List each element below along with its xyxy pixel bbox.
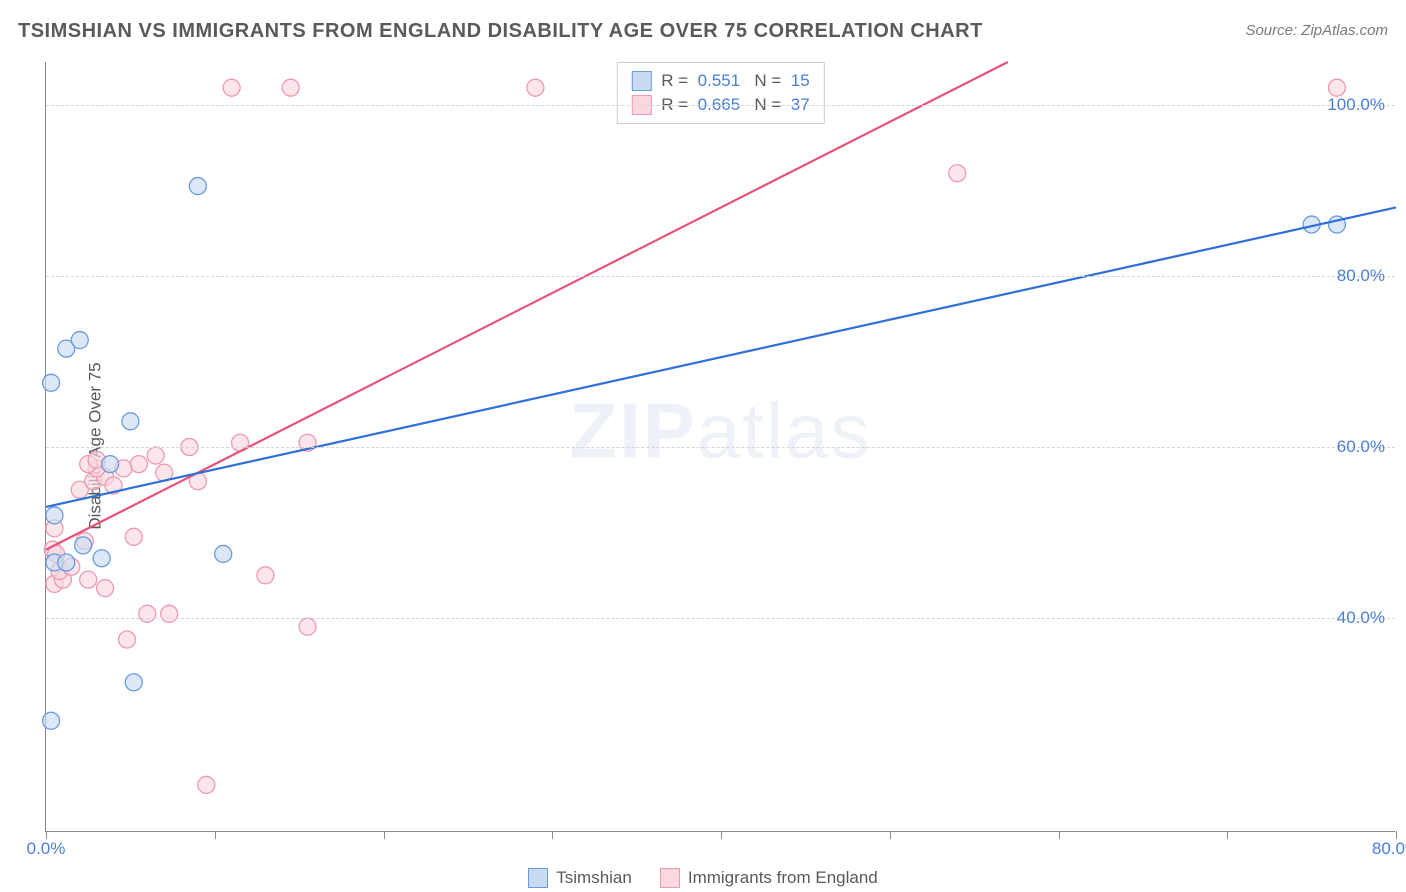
scatter-point — [125, 674, 142, 691]
x-tick — [1227, 831, 1228, 839]
scatter-point — [46, 507, 63, 524]
scatter-point — [161, 605, 178, 622]
scatter-point — [139, 605, 156, 622]
scatter-point — [80, 571, 97, 588]
y-tick-label: 60.0% — [1337, 437, 1385, 457]
x-tick — [721, 831, 722, 839]
scatter-point — [949, 165, 966, 182]
scatter-point — [223, 79, 240, 96]
y-tick-label: 40.0% — [1337, 608, 1385, 628]
scatter-point — [125, 528, 142, 545]
legend-label: Tsimshian — [556, 868, 632, 888]
scatter-point — [130, 456, 147, 473]
y-tick-label: 100.0% — [1327, 95, 1385, 115]
legend-item: Tsimshian — [528, 868, 632, 888]
x-tick — [46, 831, 47, 839]
scatter-point — [257, 567, 274, 584]
legend-swatch — [631, 71, 651, 91]
scatter-point — [43, 712, 60, 729]
gridline — [46, 447, 1395, 448]
x-tick-label: 80.0% — [1372, 839, 1406, 859]
gridline — [46, 276, 1395, 277]
scatter-point — [119, 631, 136, 648]
scatter-point — [43, 374, 60, 391]
legend-label: Immigrants from England — [688, 868, 878, 888]
scatter-point — [97, 580, 114, 597]
series-legend: Tsimshian Immigrants from England — [0, 864, 1406, 892]
x-tick — [215, 831, 216, 839]
x-tick — [1059, 831, 1060, 839]
chart-title: TSIMSHIAN VS IMMIGRANTS FROM ENGLAND DIS… — [18, 20, 983, 43]
plot-area: ZIPatlas R = 0.551 N = 15R = 0.665 N = 3… — [45, 62, 1395, 832]
gridline — [46, 105, 1395, 106]
legend-text: R = 0.551 N = 15 — [661, 71, 809, 91]
regression-line — [46, 62, 1008, 550]
x-tick — [384, 831, 385, 839]
scatter-point — [122, 413, 139, 430]
correlation-legend: R = 0.551 N = 15R = 0.665 N = 37 — [616, 62, 824, 124]
scatter-point — [527, 79, 544, 96]
scatter-point — [102, 456, 119, 473]
y-tick-label: 80.0% — [1337, 266, 1385, 286]
legend-item: Immigrants from England — [660, 868, 878, 888]
scatter-point — [58, 554, 75, 571]
source-label: Source: ZipAtlas.com — [1245, 22, 1388, 39]
legend-swatch — [528, 868, 548, 888]
scatter-point — [93, 550, 110, 567]
scatter-point — [147, 447, 164, 464]
scatter-point — [1328, 79, 1345, 96]
x-tick-label: 0.0% — [27, 839, 66, 859]
scatter-point — [189, 178, 206, 195]
scatter-point — [75, 537, 92, 554]
legend-row: R = 0.551 N = 15 — [631, 69, 809, 93]
scatter-point — [282, 79, 299, 96]
x-tick — [1396, 831, 1397, 839]
regression-line — [46, 207, 1396, 506]
gridline — [46, 618, 1395, 619]
scatter-point — [198, 776, 215, 793]
scatter-point — [215, 545, 232, 562]
scatter-point — [299, 618, 316, 635]
x-tick — [890, 831, 891, 839]
legend-swatch — [660, 868, 680, 888]
scatter-point — [71, 332, 88, 349]
x-tick — [552, 831, 553, 839]
